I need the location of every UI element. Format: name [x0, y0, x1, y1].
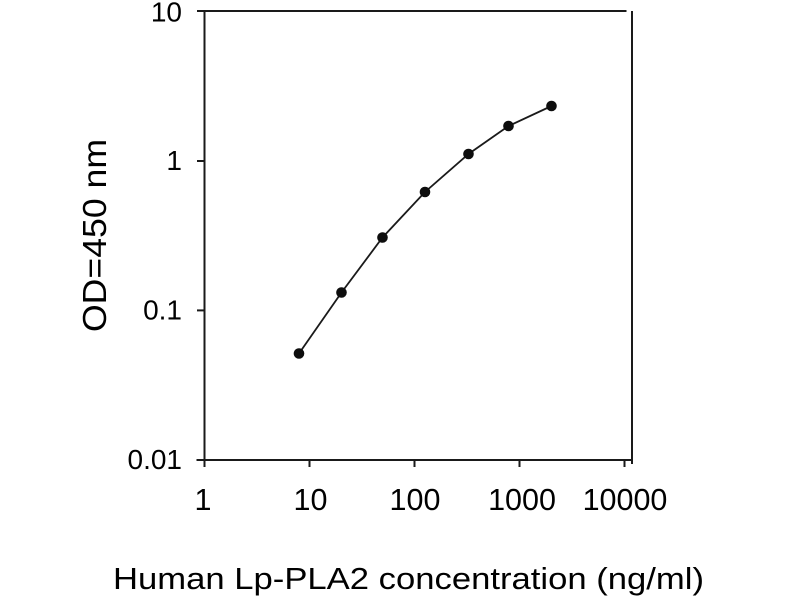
svg-text:0.1: 0.1: [143, 295, 182, 326]
svg-text:10: 10: [151, 0, 182, 28]
svg-text:1: 1: [166, 145, 182, 176]
svg-text:OD=450 nm: OD=450 nm: [77, 139, 114, 332]
svg-text:0.01: 0.01: [128, 444, 183, 475]
svg-text:100: 100: [390, 483, 441, 517]
svg-text:Human Lp-PLA2 concentration (n: Human Lp-PLA2 concentration (ng/ml): [113, 561, 704, 596]
svg-text:1: 1: [195, 483, 212, 517]
svg-text:10: 10: [294, 483, 328, 517]
svg-text:10000: 10000: [583, 483, 668, 517]
svg-text:1000: 1000: [488, 483, 556, 517]
